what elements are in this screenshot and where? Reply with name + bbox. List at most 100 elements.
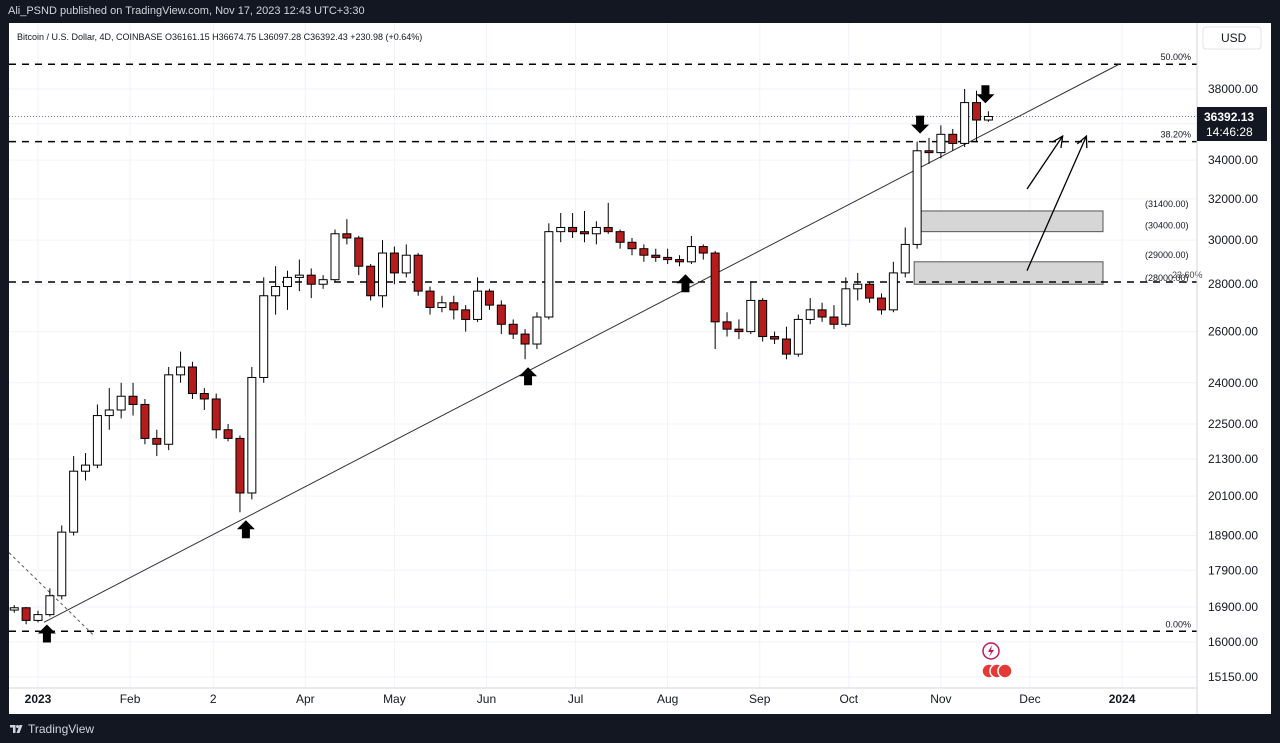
- candle: [579, 210, 589, 243]
- candle: [271, 266, 281, 315]
- price-label: 36392.13 14:46:28: [1197, 107, 1267, 141]
- candle-body: [793, 318, 803, 355]
- candle-body: [211, 398, 221, 431]
- candle: [128, 382, 138, 416]
- candle-body: [128, 395, 138, 405]
- fib-level-label: 50.00%: [1160, 52, 1191, 62]
- candle: [140, 398, 150, 445]
- candle-body: [496, 304, 506, 325]
- x-tick-label: Jun: [477, 692, 496, 706]
- dotted-trendline: [9, 552, 95, 637]
- candle: [972, 90, 982, 142]
- candle: [508, 319, 518, 340]
- y-tick-label: 16000.00: [1208, 635, 1258, 649]
- candle-body: [556, 226, 566, 233]
- candle-body: [69, 470, 79, 533]
- candle: [627, 237, 637, 256]
- candle-body: [271, 286, 281, 297]
- candle: [496, 300, 506, 335]
- published-text: Ali_PSND published on TradingView.com, N…: [8, 5, 365, 17]
- x-tick-label: 2: [210, 692, 217, 706]
- candle: [247, 366, 257, 500]
- candle-body: [81, 464, 91, 472]
- currency-button[interactable]: [1202, 26, 1262, 50]
- candle-body: [354, 237, 364, 267]
- candle: [33, 610, 43, 623]
- candle: [57, 525, 67, 600]
- candle: [223, 424, 233, 442]
- candle: [698, 244, 708, 260]
- candle: [330, 229, 340, 282]
- candle: [294, 259, 304, 292]
- candle: [235, 435, 245, 513]
- candle-body: [104, 409, 114, 417]
- candle: [69, 456, 79, 536]
- candle-body: [876, 297, 886, 311]
- zone-bottom-label: (28000.00): [1145, 273, 1189, 283]
- footer-bar: TradingView: [0, 715, 1280, 743]
- support-zone: [913, 261, 1104, 285]
- candle: [318, 275, 328, 289]
- tradingview-logo-icon: [10, 725, 23, 733]
- flag-icons: [981, 642, 1013, 679]
- candle-body: [888, 272, 898, 311]
- candle-body: [508, 323, 518, 335]
- y-tick-label: 34000.00: [1208, 153, 1258, 167]
- x-tick-label: May: [383, 692, 406, 706]
- candle-body: [520, 333, 530, 345]
- candle: [104, 388, 114, 430]
- currency-label: USD: [1221, 31, 1247, 45]
- candle-body: [781, 338, 791, 355]
- candle: [758, 298, 768, 342]
- candle-body: [568, 226, 578, 233]
- candle: [413, 253, 423, 296]
- y-tick-label: 21300.00: [1208, 452, 1258, 466]
- arrow-head-icon: [1076, 134, 1088, 149]
- candle: [865, 281, 875, 303]
- candle: [306, 268, 316, 299]
- y-tick-label: 17900.00: [1208, 563, 1258, 577]
- candle: [675, 255, 685, 267]
- x-tick-label: Nov: [930, 692, 951, 706]
- chart[interactable]: (31400.00) (30400.00) (29000.00) (28000.00)…: [9, 23, 1271, 714]
- candle: [164, 366, 174, 451]
- candle-body: [853, 283, 863, 290]
- candle-body: [651, 254, 661, 258]
- support-zone: [913, 210, 1104, 233]
- x-tick-label: Sep: [749, 692, 771, 706]
- y-tick-label: 26000.00: [1208, 325, 1258, 339]
- candle: [378, 240, 388, 308]
- candle-body: [461, 309, 471, 320]
- y-tick-label: 22500.00: [1208, 417, 1258, 431]
- candle: [853, 272, 863, 301]
- candle-body: [912, 150, 922, 245]
- candle: [900, 227, 910, 278]
- arrow-head-icon: [1051, 134, 1064, 149]
- candle: [259, 277, 269, 383]
- candle-body: [734, 328, 744, 333]
- candle-body: [579, 231, 589, 235]
- zone-top-label: (31400.00): [1145, 199, 1189, 209]
- x-tick-label: Feb: [120, 692, 141, 706]
- candle-body: [948, 133, 958, 144]
- zone-top-label: (29000.00): [1145, 250, 1189, 260]
- chart-title: Bitcoin / U.S. Dollar, 4D, COINBASE O361…: [17, 32, 422, 42]
- candle: [556, 213, 566, 243]
- candle-body: [865, 283, 875, 299]
- candle-body: [746, 299, 756, 333]
- candle-body: [936, 133, 946, 154]
- candle: [437, 295, 447, 313]
- candle: [199, 388, 209, 410]
- candle: [532, 312, 542, 350]
- candle: [651, 248, 661, 262]
- candle: [176, 351, 186, 383]
- candle: [615, 229, 625, 249]
- candle: [912, 141, 922, 249]
- candle: [473, 277, 483, 322]
- candle-body: [318, 279, 328, 285]
- candle: [663, 248, 673, 265]
- candle-body: [9, 607, 19, 611]
- candle-body: [199, 393, 209, 400]
- candle-body: [164, 374, 174, 445]
- candle: [92, 404, 102, 469]
